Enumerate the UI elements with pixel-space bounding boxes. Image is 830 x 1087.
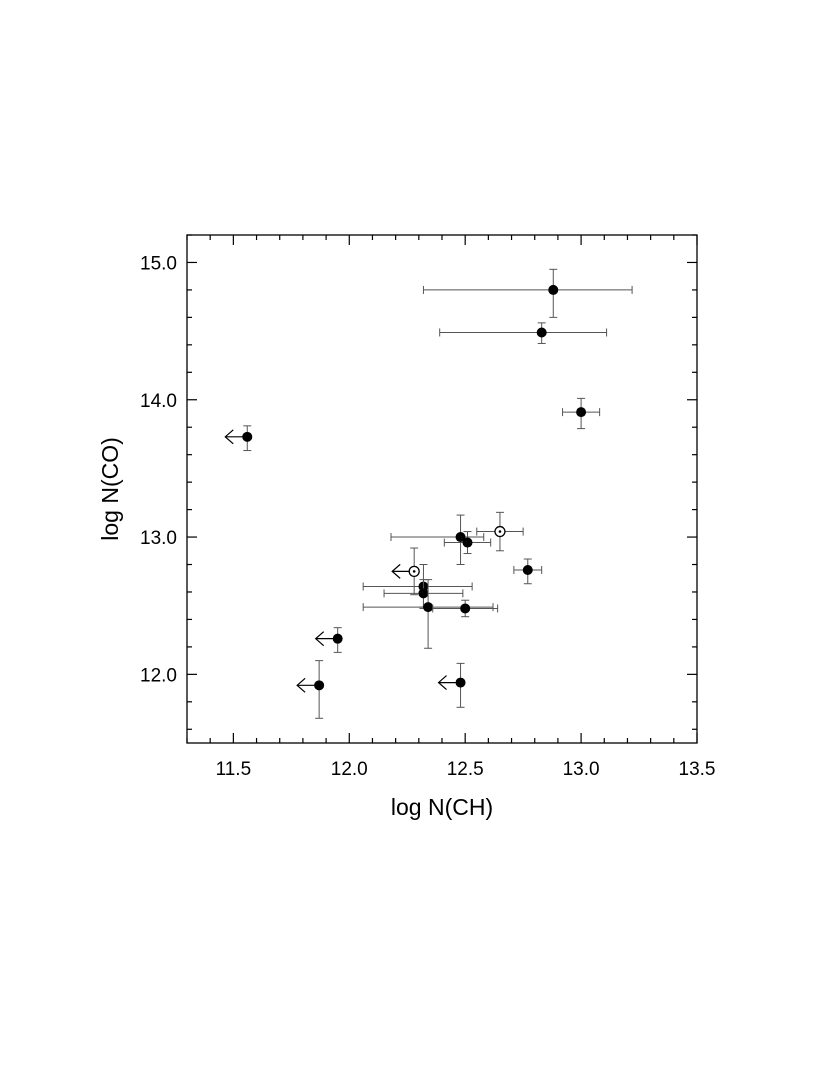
open-marker-dot xyxy=(412,570,416,573)
data-point xyxy=(562,397,601,430)
x-axis-label: log N(CH) xyxy=(391,794,493,820)
y-tick-label: 14.0 xyxy=(140,391,177,412)
data-point xyxy=(422,268,633,318)
x-tick-label: 13.0 xyxy=(563,759,600,780)
data-point xyxy=(513,558,543,585)
x-tick-label: 12.5 xyxy=(447,759,484,780)
y-tick-label: 12.0 xyxy=(140,665,177,686)
upper-limit-arrowhead xyxy=(296,677,306,693)
data-point xyxy=(432,599,499,618)
data-point xyxy=(296,660,325,719)
axis-ticks xyxy=(186,234,698,743)
filled-marker xyxy=(455,532,466,543)
data-point xyxy=(314,627,343,653)
filled-marker xyxy=(332,633,343,644)
data-point xyxy=(437,662,466,708)
data-point xyxy=(390,514,485,566)
filled-marker xyxy=(460,603,471,614)
open-marker-dot xyxy=(498,530,502,533)
filled-marker xyxy=(462,537,473,548)
data-point xyxy=(439,322,608,344)
data-points xyxy=(224,268,633,719)
tick-labels: 11.5 12.0 12.5 13.0 13.5 12.0 13.0 14.0 15.0 xyxy=(140,253,715,780)
x-tick-label: 11.5 xyxy=(216,759,252,780)
data-point xyxy=(443,531,492,555)
filled-marker xyxy=(423,602,434,613)
filled-marker xyxy=(242,431,253,442)
filled-marker xyxy=(314,680,325,691)
filled-marker xyxy=(548,284,559,295)
filled-marker xyxy=(576,407,587,418)
upper-limit-arrowhead xyxy=(314,631,325,647)
data-point xyxy=(224,425,253,452)
y-axis-label: log N(CO) xyxy=(97,437,123,541)
upper-limit-arrowhead xyxy=(437,675,447,691)
filled-marker xyxy=(418,588,429,599)
y-tick-label: 13.0 xyxy=(140,528,177,549)
filled-marker xyxy=(522,565,533,576)
x-tick-label: 12.0 xyxy=(331,759,368,780)
upper-limit-arrowhead xyxy=(224,429,234,445)
data-point xyxy=(383,579,464,608)
y-tick-label: 15.0 xyxy=(140,253,177,274)
plot-frame xyxy=(186,234,698,744)
data-point xyxy=(476,511,524,552)
x-tick-label: 13.5 xyxy=(679,759,716,780)
upper-limit-arrowhead xyxy=(391,563,401,579)
filled-marker xyxy=(536,327,547,338)
data-point xyxy=(362,579,494,649)
filled-marker xyxy=(455,677,466,688)
data-point xyxy=(391,547,420,596)
